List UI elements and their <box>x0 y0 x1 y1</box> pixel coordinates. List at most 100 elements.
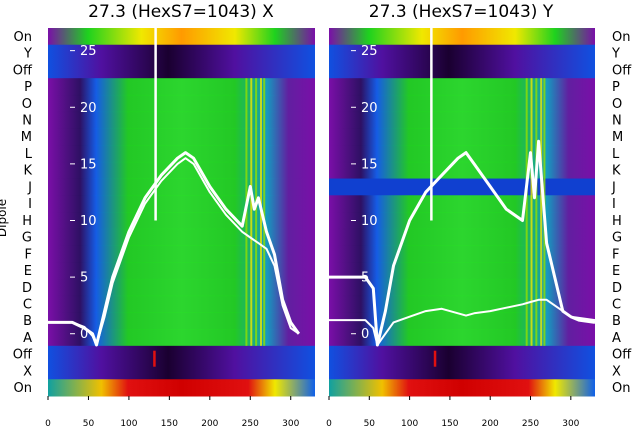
row-label: H <box>22 214 32 229</box>
heatmap-row-14 <box>329 262 595 280</box>
y-tick-label: 20 <box>361 101 378 116</box>
row-label: P <box>612 80 620 95</box>
heatmap-stripe <box>250 78 253 346</box>
chart-title: 27.3 (HexS7=1043) X <box>88 2 274 22</box>
heatmap-stripe <box>263 78 266 346</box>
row-label: E <box>24 264 32 279</box>
heatmap-row-2 <box>48 61 315 79</box>
row-label: A <box>23 331 32 346</box>
row-label: J <box>611 180 616 195</box>
heatmap-stripe <box>255 78 258 346</box>
red-marker <box>433 350 437 367</box>
row-label: D <box>22 281 32 296</box>
x-tick-label: 300 <box>562 419 579 429</box>
row-label: On <box>14 30 32 45</box>
row-label: X <box>23 364 32 379</box>
heatmap-row-15 <box>48 278 315 297</box>
row-label: Off <box>13 348 33 363</box>
heatmap-row-12 <box>48 228 315 246</box>
row-label: H <box>612 214 622 229</box>
row-label: L <box>25 147 33 162</box>
y-tick-label: 0 <box>361 327 369 342</box>
row-label: I <box>612 197 616 212</box>
heatmap-row-3 <box>48 78 315 96</box>
trace-line-1 <box>48 157 300 346</box>
x-tick-label: 150 <box>161 419 178 429</box>
heatmap-row-16 <box>48 295 315 313</box>
row-label: Y <box>611 47 620 62</box>
heatmap-row-18 <box>329 329 595 347</box>
row-label: M <box>21 130 32 145</box>
row-label: L <box>612 147 620 162</box>
row-label: Off <box>13 63 33 78</box>
y-tick-label: 10 <box>361 214 378 229</box>
row-label: B <box>23 314 32 329</box>
heatmap-row-12 <box>329 228 595 246</box>
heatmap-row-1 <box>48 44 315 62</box>
x-tick-label: 250 <box>242 419 259 429</box>
row-label: P <box>24 80 32 95</box>
heatmap-row-9 <box>48 178 315 196</box>
row-label: Off <box>612 348 632 363</box>
row-label: C <box>23 298 32 313</box>
row-label: Y <box>23 47 32 62</box>
row-label: B <box>612 314 621 329</box>
x-tick-label: 100 <box>401 419 418 429</box>
row-label: On <box>612 381 630 396</box>
heatmap-row-11 <box>48 212 315 230</box>
x-tick-label: 0 <box>326 419 332 429</box>
row-label: On <box>14 381 32 396</box>
y-tick-label: 20 <box>80 101 97 116</box>
row-label: G <box>22 231 32 246</box>
heatmap-stripe <box>530 78 533 346</box>
heatmap-row-6 <box>329 128 595 146</box>
x-tick-label: 100 <box>120 419 137 429</box>
row-label: C <box>612 298 621 313</box>
heatmap-row-4 <box>329 94 595 113</box>
heatmap-row-20 <box>329 362 595 380</box>
heatmap-row-15 <box>329 278 595 297</box>
row-label: M <box>612 130 623 145</box>
row-label: N <box>612 114 622 129</box>
x-tick-label: 150 <box>441 419 458 429</box>
chart-title: 27.3 (HexS7=1043) Y <box>369 2 554 22</box>
heatmap-row-8 <box>48 161 315 180</box>
row-label: D <box>612 281 622 296</box>
row-label: I <box>28 197 32 212</box>
row-label: G <box>612 231 622 246</box>
heatmap-row-0 <box>329 28 595 46</box>
x-tick-label: 200 <box>482 419 499 429</box>
row-label: On <box>612 30 630 45</box>
row-label: Off <box>612 63 632 78</box>
y-tick-label: 25 <box>361 44 378 59</box>
heatmap-row-16 <box>329 295 595 313</box>
heatmap-stripe <box>525 78 528 346</box>
heatmap-row-21 <box>48 379 315 397</box>
heatmap-row-13 <box>48 245 315 263</box>
y-tick-label: 10 <box>80 214 97 229</box>
heatmap-row-18 <box>48 329 315 347</box>
row-label: N <box>22 114 32 129</box>
heatmap-row-17 <box>329 312 595 330</box>
row-label: F <box>612 247 619 262</box>
row-label: O <box>22 97 32 112</box>
y-tick-label: 15 <box>80 157 97 172</box>
heatmap-row-4 <box>48 94 315 113</box>
red-marker <box>153 350 156 367</box>
heatmap-stripe <box>535 78 538 346</box>
heatmap-row-5 <box>329 111 595 129</box>
heatmap-row-10 <box>48 195 315 213</box>
row-label: X <box>612 364 621 379</box>
x-tick-label: 50 <box>83 419 95 429</box>
x-tick-label: 250 <box>522 419 539 429</box>
heatmap-row-3 <box>329 78 595 96</box>
x-tick-label: 50 <box>364 419 376 429</box>
heatmap-row-0 <box>48 28 315 46</box>
heatmap-row-19 <box>48 345 315 364</box>
row-label: F <box>25 247 32 262</box>
heatmap-row-19 <box>329 345 595 364</box>
row-label: E <box>612 264 620 279</box>
heatmap-row-11 <box>329 212 595 230</box>
